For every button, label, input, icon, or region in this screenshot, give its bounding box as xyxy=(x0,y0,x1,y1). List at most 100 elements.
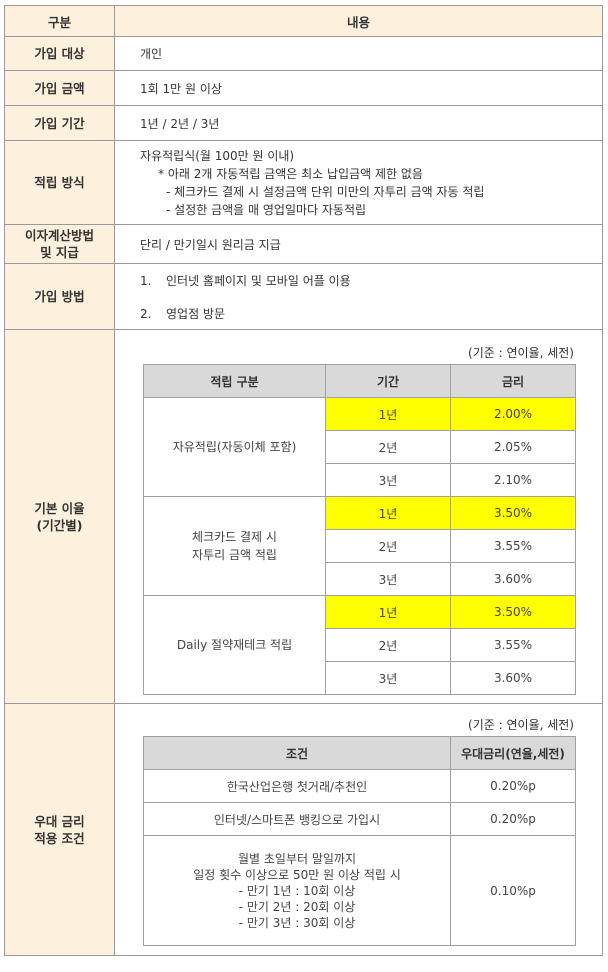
value-period: 1년 / 2년 / 3년 xyxy=(114,105,603,141)
row-period: 가입 기간 1년 / 2년 / 3년 xyxy=(4,105,603,141)
condition-line-4: - 만기 2년 : 20회 이상 xyxy=(238,899,356,914)
table-row: 3년 3.60% xyxy=(144,562,576,596)
join-item-1-number: 1. xyxy=(140,273,152,288)
base-rate-table: 적립 구분 기간 금리 자유적립(자동이체 포함) 1년 2.00% xyxy=(143,364,576,695)
label-period: 가입 기간 xyxy=(4,105,115,141)
header-content: 내용 xyxy=(114,5,603,37)
label-preferential-line-2: 적용 조건 xyxy=(34,830,85,846)
rate-period: 1년 xyxy=(325,595,451,629)
method-line-2: * 아래 2개 자동적립 금액은 최소 납입금액 제한 없음 xyxy=(158,166,423,181)
row-base-rate: 기본 이율 (기간별) (기준 : 연이율, 세전) 적립 구분 기간 금리 xyxy=(4,329,603,704)
label-amount: 가입 금액 xyxy=(4,70,115,106)
row-join-method: 가입 방법 1. 인터넷 홈페이지 및 모바일 어플 이용 2. 영업점 방문 xyxy=(4,263,603,330)
preferential-header-rate: 우대금리(연율,세전) xyxy=(450,736,576,770)
row-amount: 가입 금액 1회 1만 원 이상 xyxy=(4,70,603,106)
table-row: 2년 3.55% xyxy=(144,529,576,563)
row-interest-calc: 이자계산방법 및 지급 단리 / 만기일시 원리금 지급 xyxy=(4,224,603,264)
rate-value: 2.00% xyxy=(450,397,576,431)
table-row: 3년 3.60% xyxy=(144,661,576,695)
rate-value: 3.60% xyxy=(450,562,576,596)
preferential-basis: (기준 : 연이율, 세전) xyxy=(468,718,574,732)
join-item-2: 2. 영업점 방문 xyxy=(140,305,602,322)
label-interest-calc: 이자계산방법 및 지급 xyxy=(4,224,115,264)
label-base-rate-line-1: 기본 이율 xyxy=(34,500,85,516)
preferential-table: 조건 우대금리(연율,세전) 한국산업은행 첫거래/추천인 0.20%p 인터넷… xyxy=(143,736,576,946)
row-target: 가입 대상 개인 xyxy=(4,36,603,71)
rate-period: 1년 xyxy=(325,397,451,431)
rate-value: 2.05% xyxy=(450,430,576,464)
table-row: 체크카드 결제 시 자투리 금액 적립 1년 3.50% xyxy=(143,496,576,596)
condition-rate: 0.20%p xyxy=(450,769,576,803)
rate-period: 1년 xyxy=(325,496,451,530)
value-target: 개인 xyxy=(114,36,603,71)
table-row: 2년 3.55% xyxy=(144,628,576,662)
rate-value: 3.55% xyxy=(450,529,576,563)
condition-rate: 0.10%p xyxy=(450,835,576,946)
table-row: 월별 초일부터 말일까지 일정 횟수 이상으로 50만 원 이상 적립 시 - … xyxy=(143,835,576,946)
table-row: 자유적립(자동이체 포함) 1년 2.00% xyxy=(143,397,576,497)
label-base-rate-line-2: (기간별) xyxy=(36,517,83,533)
preferential-header-condition: 조건 xyxy=(143,736,451,770)
value-base-rate: (기준 : 연이율, 세전) 적립 구분 기간 금리 자유적립(자동이체 포함) xyxy=(114,329,603,704)
value-amount: 1회 1만 원 이상 xyxy=(114,70,603,106)
label-preferential-line-1: 우대 금리 xyxy=(34,813,85,829)
product-terms-table: 구분 내용 가입 대상 개인 가입 금액 1회 1만 원 이상 가입 기간 1년… xyxy=(4,5,603,956)
rate-period: 3년 xyxy=(325,463,451,497)
label-join-method: 가입 방법 xyxy=(4,263,115,330)
label-target: 가입 대상 xyxy=(4,36,115,71)
rate-group-daily-name: Daily 절약재테크 적립 xyxy=(176,638,293,652)
rate-period: 3년 xyxy=(325,562,451,596)
value-join-method: 1. 인터넷 홈페이지 및 모바일 어플 이용 2. 영업점 방문 xyxy=(114,263,603,330)
rate-period: 2년 xyxy=(325,430,451,464)
method-line-3: - 체크카드 결제 시 설정금액 단위 미만의 자투리 금액 자동 적립 xyxy=(166,184,485,199)
table-row: 인터넷/스마트폰 뱅킹으로 가입시 0.20%p xyxy=(143,802,576,836)
condition-line-5: - 만기 3년 : 30회 이상 xyxy=(238,915,356,930)
value-interest-calc: 단리 / 만기일시 원리금 지급 xyxy=(114,224,603,264)
header-category: 구분 xyxy=(4,5,115,37)
rate-group-free-name: 자유적립(자동이체 포함) xyxy=(172,440,297,454)
value-method: 자유적립식(월 100만 원 이내) * 아래 2개 자동적립 금액은 최소 납… xyxy=(114,140,603,225)
rate-group-daily: Daily 절약재테크 적립 xyxy=(143,595,326,695)
condition-line-2: 일정 횟수 이상으로 50만 원 이상 적립 시 xyxy=(193,867,401,882)
rate-group-card-name-line-2: 자투리 금액 적립 xyxy=(192,548,277,562)
condition-line-3: - 만기 1년 : 10회 이상 xyxy=(238,883,356,898)
join-item-2-number: 2. xyxy=(140,306,152,321)
join-item-1: 1. 인터넷 홈페이지 및 모바일 어플 이용 xyxy=(140,272,602,289)
rate-value: 3.50% xyxy=(450,496,576,530)
label-interest-calc-line-1: 이자계산방법 xyxy=(24,228,94,243)
label-preferential: 우대 금리 적용 조건 xyxy=(4,703,115,956)
rate-group-card-name-line-1: 체크카드 결제 시 xyxy=(192,530,277,544)
condition-text: 월별 초일부터 말일까지 일정 횟수 이상으로 50만 원 이상 적립 시 - … xyxy=(143,835,451,946)
table-row: 2년 2.05% xyxy=(144,430,576,464)
join-item-2-text: 영업점 방문 xyxy=(166,306,226,321)
table-row: Daily 절약재테크 적립 1년 3.50% xyxy=(143,595,576,695)
rate-value: 3.55% xyxy=(450,628,576,662)
base-rate-header-row: 적립 구분 기간 금리 xyxy=(143,364,576,398)
condition-text: 한국산업은행 첫거래/추천인 xyxy=(143,769,451,803)
rate-group-card: 체크카드 결제 시 자투리 금액 적립 xyxy=(143,496,326,596)
base-rate-basis: (기준 : 연이율, 세전) xyxy=(468,346,574,360)
method-line-1: 자유적립식(월 100만 원 이내) xyxy=(140,148,295,163)
join-item-1-text: 인터넷 홈페이지 및 모바일 어플 이용 xyxy=(166,273,351,288)
table-row: 3년 2.10% xyxy=(144,463,576,497)
row-method: 적립 방식 자유적립식(월 100만 원 이내) * 아래 2개 자동적립 금액… xyxy=(4,140,603,225)
table-header-row: 구분 내용 xyxy=(4,5,603,37)
label-method: 적립 방식 xyxy=(4,140,115,225)
rate-value: 3.60% xyxy=(450,661,576,695)
condition-line-1: 월별 초일부터 말일까지 xyxy=(237,851,357,866)
rate-period: 2년 xyxy=(325,628,451,662)
condition-text: 인터넷/스마트폰 뱅킹으로 가입시 xyxy=(143,802,451,836)
rate-value: 3.50% xyxy=(450,595,576,629)
table-row: 한국산업은행 첫거래/추천인 0.20%p xyxy=(143,769,576,803)
base-rate-header-rate: 금리 xyxy=(450,364,576,398)
base-rate-header-type: 적립 구분 xyxy=(143,364,326,398)
row-preferential: 우대 금리 적용 조건 (기준 : 연이율, 세전) 조건 우대금리(연율,세전… xyxy=(4,703,603,956)
rate-period: 3년 xyxy=(325,661,451,695)
label-base-rate: 기본 이율 (기간별) xyxy=(4,329,115,704)
preferential-header-row: 조건 우대금리(연율,세전) xyxy=(143,736,576,770)
rate-value: 2.10% xyxy=(450,463,576,497)
method-line-4: - 설정한 금액을 매 영업일마다 자동적립 xyxy=(166,202,367,217)
rate-group-free: 자유적립(자동이체 포함) xyxy=(143,397,326,497)
base-rate-header-period: 기간 xyxy=(325,364,451,398)
